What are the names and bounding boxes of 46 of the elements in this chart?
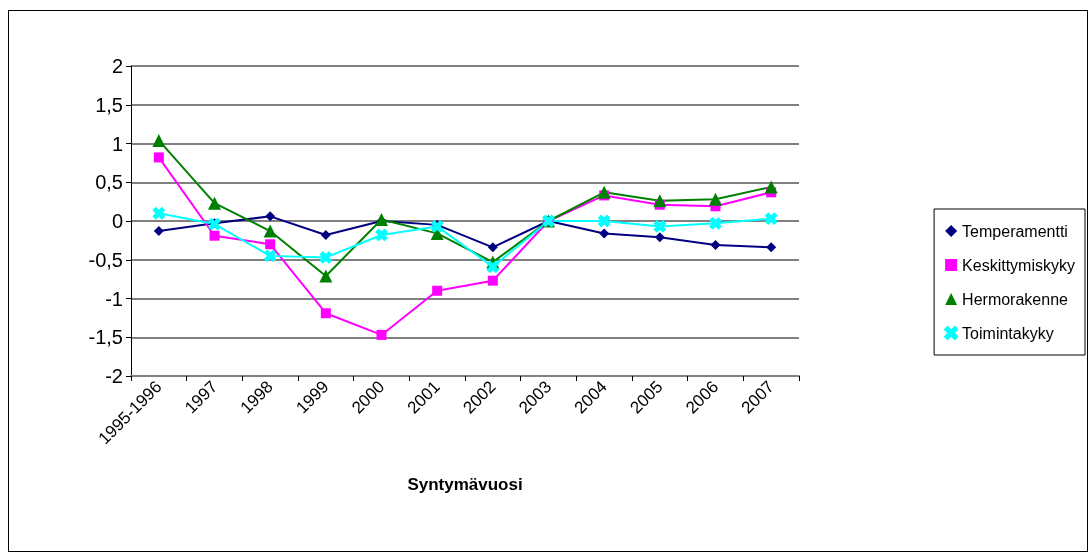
point	[766, 242, 777, 253]
point	[320, 308, 331, 319]
point	[152, 207, 165, 220]
y-tick-label: 0,5	[95, 171, 123, 194]
y-tick-label: 1,5	[95, 93, 123, 116]
point	[653, 194, 667, 208]
point	[597, 185, 611, 199]
point	[153, 152, 164, 163]
y-tick-label: -2	[105, 365, 123, 387]
point	[654, 232, 665, 243]
point	[375, 212, 388, 226]
x-axis-title: Syntymävuosi	[407, 475, 523, 494]
point	[152, 133, 166, 147]
y-tick-label: -1,5	[88, 326, 123, 349]
point	[653, 220, 666, 233]
point	[209, 230, 220, 241]
legend-label: Hermorakenne	[962, 290, 1069, 308]
point	[264, 249, 277, 262]
legend-label: Toimintakyky	[962, 324, 1054, 342]
point	[764, 180, 778, 194]
y-tick-label: -0,5	[88, 248, 123, 271]
point	[376, 329, 387, 340]
y-tick-label: 2	[111, 55, 123, 77]
y-tick-label: -1	[105, 287, 123, 310]
point	[486, 260, 499, 273]
point	[319, 251, 332, 264]
point	[263, 224, 277, 238]
point	[598, 215, 611, 227]
point	[208, 196, 221, 210]
point	[487, 242, 498, 253]
point	[487, 275, 498, 286]
point	[320, 229, 331, 240]
point	[765, 212, 778, 225]
y-tick-label: 1	[111, 132, 123, 155]
legend-label: Temperamentti	[962, 222, 1068, 240]
point	[709, 192, 722, 206]
legend-label: Keskittymiskyky	[962, 256, 1076, 274]
point	[265, 239, 276, 250]
point	[599, 228, 610, 239]
point	[265, 211, 276, 222]
point	[432, 285, 443, 296]
point	[709, 217, 722, 230]
y-tick-label: 0	[111, 210, 123, 232]
point	[710, 240, 721, 251]
point	[153, 226, 164, 237]
point	[319, 269, 333, 283]
